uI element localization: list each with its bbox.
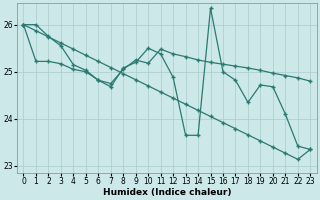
X-axis label: Humidex (Indice chaleur): Humidex (Indice chaleur) xyxy=(103,188,231,197)
